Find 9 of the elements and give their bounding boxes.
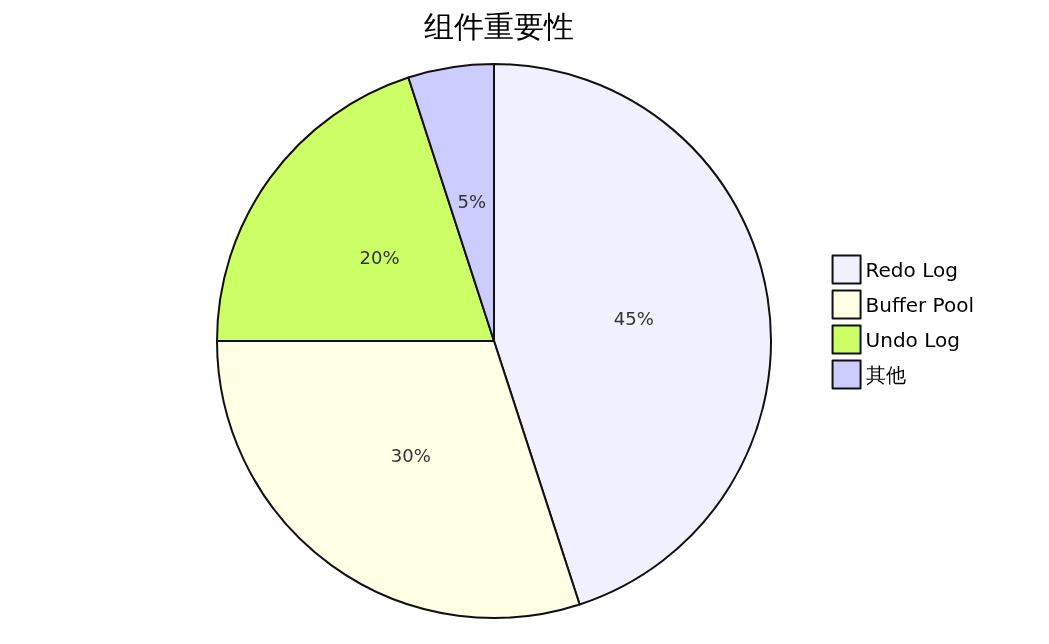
legend-label: Buffer Pool [865,292,974,317]
legend-label: 其他 [865,362,906,387]
data-label: 20% [359,247,400,269]
chart-title: 组件重要性 [424,8,574,44]
data-label: 30% [390,444,431,466]
legend-label: Undo Log [865,327,960,352]
data-label: 45% [613,308,654,330]
legend-label: Redo Log [865,257,958,282]
data-label: 5% [457,190,487,212]
